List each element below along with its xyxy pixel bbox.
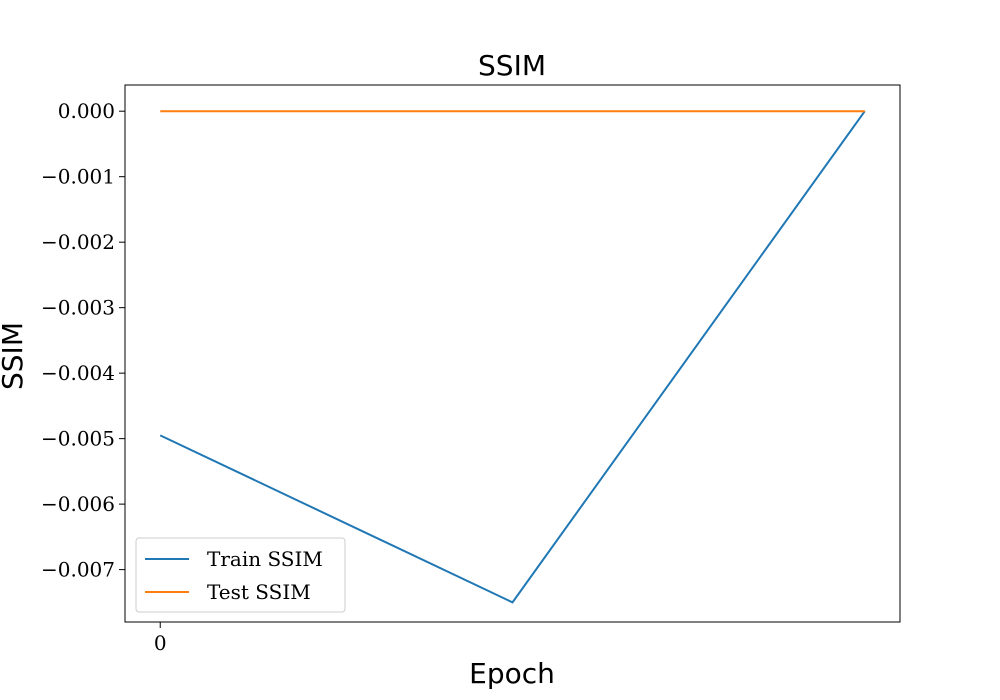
plot-area	[159, 110, 866, 604]
legend-label-train-ssim: Train SSIM	[207, 547, 323, 571]
train-ssim-line	[159, 110, 866, 604]
y-axis-label: SSIM	[0, 322, 29, 390]
y-tick-label: −0.003	[41, 296, 115, 320]
y-tick-label: 0.000	[58, 99, 115, 123]
legend-box	[135, 537, 346, 613]
y-axis: 0.000 −0.001 −0.002 −0.003 −0.004 −0.005 −0.00…	[41, 99, 125, 582]
y-tick-label: −0.005	[41, 427, 115, 451]
chart-title: SSIM	[478, 49, 546, 82]
x-tick-label: 0	[154, 631, 167, 655]
y-tick-label: −0.007	[41, 558, 115, 582]
y-tick-label: −0.001	[41, 165, 115, 189]
y-tick-label: −0.002	[41, 230, 115, 254]
x-axis: 0	[154, 622, 167, 655]
plot-frame	[124, 84, 901, 623]
x-axis-label: Epoch	[469, 657, 555, 690]
legend: Train SSIM Test SSIM	[135, 537, 346, 613]
legend-label-test-ssim: Test SSIM	[207, 580, 311, 604]
y-tick-label: −0.006	[41, 492, 115, 516]
y-tick-label: −0.004	[41, 361, 115, 385]
